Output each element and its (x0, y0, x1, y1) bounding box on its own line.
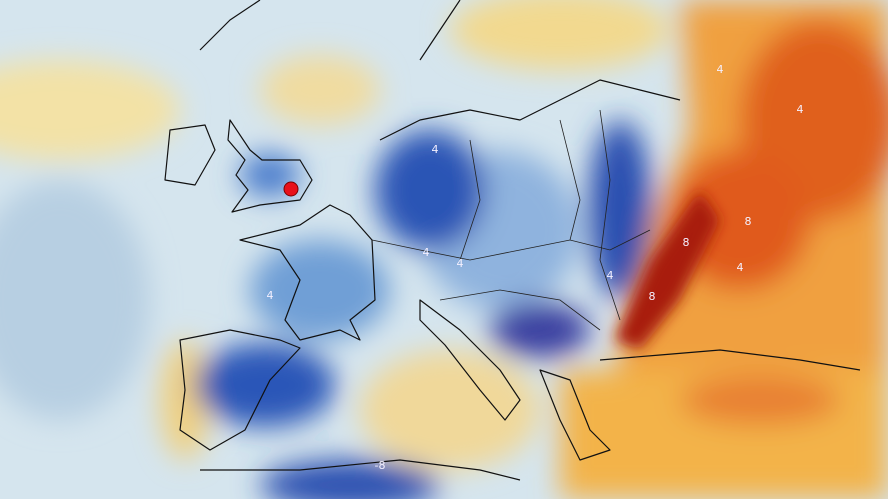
contour-label: 4 (737, 261, 744, 274)
coastline (199, 0, 461, 61)
contour-label: 4 (797, 103, 804, 116)
contour-label: 8 (745, 215, 752, 228)
cold-area (588, 120, 652, 300)
hot-area (670, 150, 810, 290)
cold-area (490, 302, 590, 358)
contour-label: 4 (423, 246, 430, 259)
coastlines (164, 0, 861, 481)
warm-area (160, 340, 210, 460)
cold-area (195, 343, 335, 427)
location-marker (283, 181, 299, 197)
coastline (239, 204, 376, 341)
warm-area (260, 55, 380, 125)
warm-area (360, 350, 540, 470)
coastline (379, 79, 681, 141)
contour-labels: 4 4 4 4 4 8 8 -8 4 4 8 4 (267, 63, 804, 472)
contour-label: 4 (267, 289, 274, 302)
coastline (419, 299, 521, 421)
warm-area (680, 375, 840, 425)
contour-label: 8 (683, 236, 690, 249)
hot-core (615, 190, 720, 350)
coastline (539, 369, 611, 461)
coastline (200, 459, 521, 481)
coastline (227, 119, 313, 213)
coastline (164, 124, 216, 186)
cold-area (375, 130, 485, 250)
contour-label: 4 (432, 143, 439, 156)
contour-label: 4 (457, 257, 464, 270)
cool-area (0, 180, 150, 420)
warm-area (450, 0, 670, 70)
contour-label: -8 (375, 459, 386, 472)
coastline (179, 329, 301, 451)
contour-label: 8 (649, 290, 656, 303)
warm-area (0, 60, 180, 160)
contour-label: 4 (717, 63, 724, 76)
border (371, 109, 651, 331)
cool-area (250, 240, 390, 340)
coastline (599, 349, 861, 371)
contour-label: 4 (607, 269, 614, 282)
